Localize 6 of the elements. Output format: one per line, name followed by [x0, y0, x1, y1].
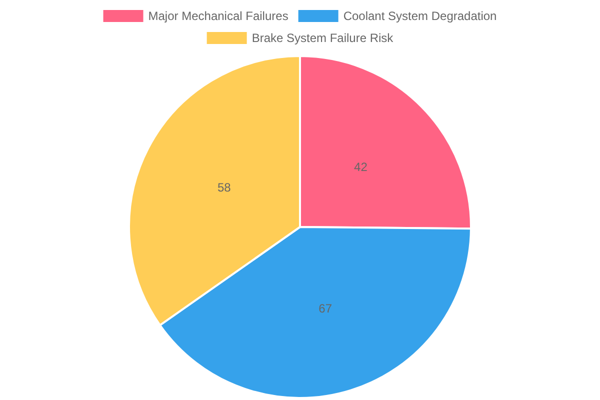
legend-label: Major Mechanical Failures: [148, 9, 288, 23]
data-label: 67: [318, 302, 332, 316]
data-label: 42: [354, 160, 368, 174]
legend-label: Coolant System Degradation: [343, 9, 497, 23]
legend-label: Brake System Failure Risk: [252, 31, 394, 45]
data-label: 58: [217, 180, 232, 195]
